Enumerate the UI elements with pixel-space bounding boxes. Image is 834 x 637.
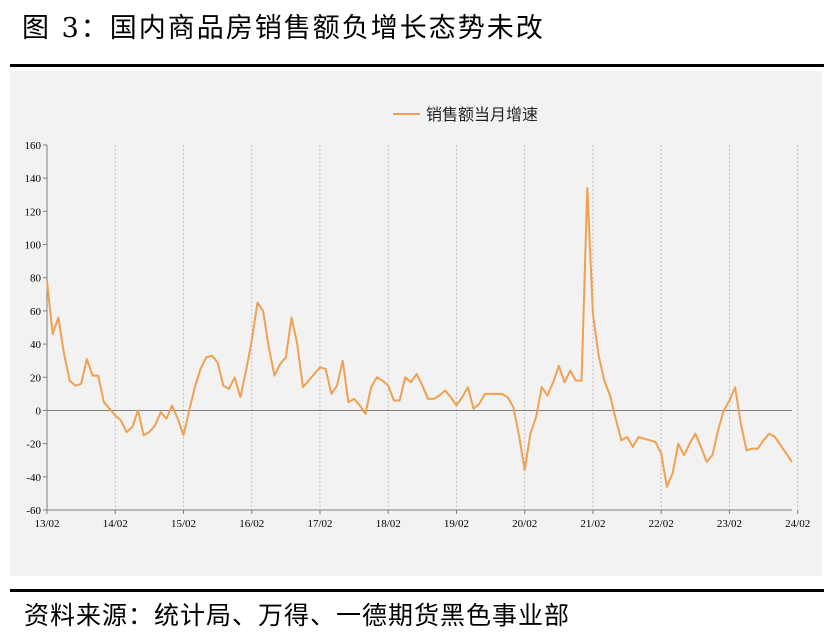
y-tick-label: 140 bbox=[25, 173, 42, 185]
x-tick-label: 19/02 bbox=[444, 518, 469, 530]
y-tick-label: 80 bbox=[30, 273, 42, 285]
source-note: 资料来源：统计局、万得、一德期货黑色事业部 bbox=[24, 601, 571, 630]
y-tick-label: 120 bbox=[25, 206, 42, 218]
y-tick-label: -60 bbox=[26, 505, 41, 517]
y-tick-label: -40 bbox=[26, 472, 41, 484]
legend: 销售额当月增速 bbox=[393, 105, 538, 124]
x-tick-label: 13/02 bbox=[34, 518, 59, 530]
y-tick-label: -20 bbox=[26, 439, 41, 451]
x-tick-label: 14/02 bbox=[103, 518, 128, 530]
y-tick-label: 0 bbox=[36, 405, 42, 417]
y-tick-label: 100 bbox=[25, 240, 42, 252]
plot-area bbox=[10, 71, 822, 576]
y-tick-label: 40 bbox=[30, 339, 42, 351]
legend-label: 销售额当月增速 bbox=[426, 105, 538, 124]
series-line-sales-growth bbox=[46, 187, 793, 488]
y-tick-label: 20 bbox=[30, 372, 42, 384]
series-layer bbox=[46, 187, 793, 488]
y-tick-label: 60 bbox=[30, 306, 42, 318]
x-tick-label: 18/02 bbox=[376, 518, 401, 530]
bottom-rule bbox=[10, 589, 824, 592]
x-tick-label: 16/02 bbox=[239, 518, 264, 530]
top-rule bbox=[10, 64, 824, 67]
x-tick-label: 23/02 bbox=[717, 518, 742, 530]
axes: 13/02 14/02 15/02 16/02 17/02 18/02 19/02 20/02… bbox=[25, 140, 811, 530]
figure-title: 图 3：国内商品房销售额负增长态势未改 bbox=[22, 13, 545, 44]
x-tick-label: 15/02 bbox=[171, 518, 196, 530]
x-tick-label: 21/02 bbox=[580, 518, 605, 530]
grid-lines bbox=[114, 145, 799, 510]
x-tick-label: 24/02 bbox=[785, 518, 810, 530]
x-tick-label: 17/02 bbox=[307, 518, 332, 530]
x-tick-label: 22/02 bbox=[649, 518, 674, 530]
x-tick-label: 20/02 bbox=[512, 518, 537, 530]
y-tick-label: 160 bbox=[25, 140, 42, 152]
